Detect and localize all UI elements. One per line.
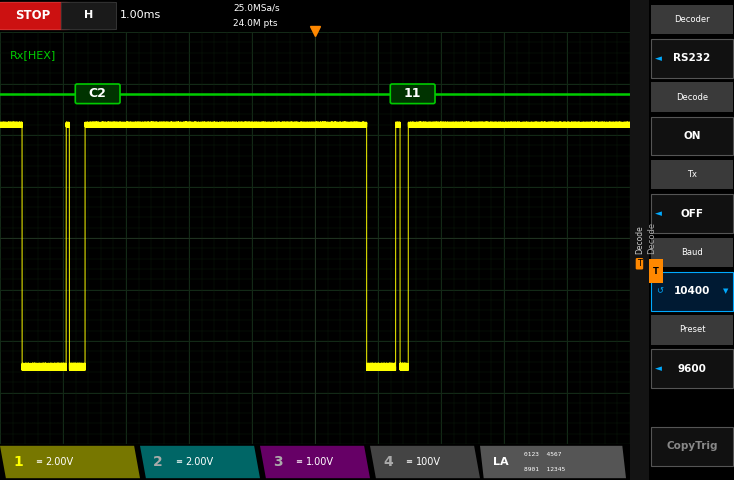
Polygon shape (0, 446, 140, 478)
Bar (651, 349, 733, 388)
Text: 1: 1 (13, 455, 23, 469)
Polygon shape (140, 446, 260, 478)
Text: C2: C2 (89, 87, 106, 100)
Text: 4: 4 (383, 455, 393, 469)
Text: ≡: ≡ (35, 457, 43, 466)
Text: 9600: 9600 (677, 364, 706, 374)
Text: 11: 11 (404, 87, 421, 100)
FancyBboxPatch shape (61, 2, 117, 30)
Text: 100V: 100V (415, 457, 440, 467)
Text: 1.00ms: 1.00ms (120, 11, 161, 20)
Text: OFF: OFF (680, 208, 703, 218)
Text: ◄: ◄ (655, 54, 662, 63)
Bar (651, 272, 733, 311)
Text: 0123  4567: 0123 4567 (524, 452, 562, 456)
Text: STOP: STOP (15, 9, 51, 22)
Text: ◄: ◄ (655, 364, 662, 373)
Bar (651, 117, 733, 156)
Text: ≡: ≡ (295, 457, 302, 466)
Polygon shape (260, 446, 370, 478)
FancyBboxPatch shape (390, 84, 435, 104)
Text: ON: ON (683, 131, 701, 141)
Bar (651, 160, 733, 190)
Text: Decoder: Decoder (674, 15, 710, 24)
Text: Decode: Decode (647, 222, 656, 254)
Text: ≡: ≡ (405, 457, 413, 466)
Text: 2: 2 (153, 455, 163, 469)
Text: 3: 3 (273, 455, 283, 469)
Text: Tx: Tx (687, 170, 697, 179)
Text: 2.00V: 2.00V (186, 457, 214, 467)
Text: 25.0MSa/s: 25.0MSa/s (233, 3, 280, 12)
Bar (630, 0, 649, 480)
Text: Decode: Decode (635, 226, 644, 254)
Text: LA: LA (493, 457, 509, 467)
Polygon shape (480, 446, 626, 478)
Bar (651, 83, 733, 112)
Text: ▼: ▼ (724, 288, 729, 294)
Bar (651, 315, 733, 345)
Text: 8901  12345: 8901 12345 (524, 468, 565, 472)
Text: T: T (653, 267, 659, 276)
Text: 10400: 10400 (674, 286, 710, 296)
Bar (651, 238, 733, 267)
Text: Rx[HEX]: Rx[HEX] (10, 50, 56, 60)
FancyBboxPatch shape (0, 2, 69, 30)
FancyBboxPatch shape (76, 84, 120, 104)
Bar (651, 39, 733, 78)
Polygon shape (370, 446, 480, 478)
Text: Decode: Decode (676, 93, 708, 102)
Bar (651, 5, 733, 34)
Text: RS232: RS232 (673, 53, 711, 63)
Text: ≡: ≡ (175, 457, 182, 466)
Text: Preset: Preset (679, 325, 705, 335)
Text: 2.00V: 2.00V (46, 457, 73, 467)
Text: ↺: ↺ (656, 287, 663, 296)
Text: 24.0M pts: 24.0M pts (233, 20, 277, 28)
Bar (651, 194, 733, 233)
Text: Baud: Baud (681, 248, 702, 257)
Text: 1.00V: 1.00V (305, 457, 333, 467)
Text: ◄: ◄ (655, 209, 662, 218)
Bar (651, 427, 733, 466)
Text: H: H (84, 11, 93, 20)
Polygon shape (649, 259, 664, 283)
Text: CopyTrig: CopyTrig (666, 441, 718, 451)
Text: T: T (637, 259, 642, 268)
